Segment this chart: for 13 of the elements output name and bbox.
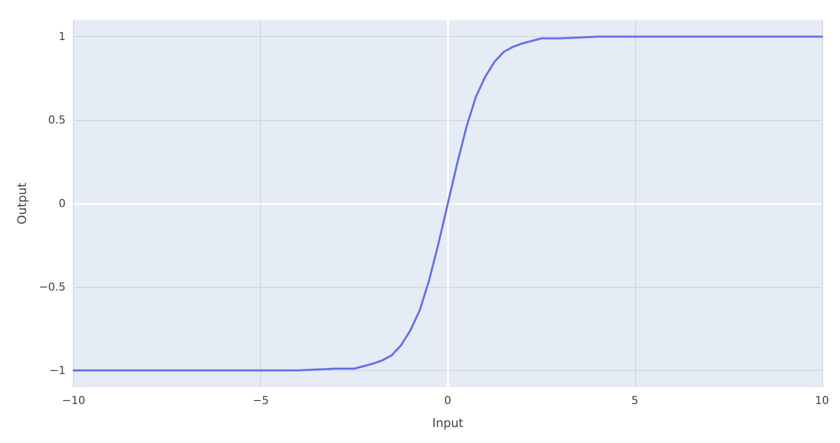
y-axis-title: Output: [15, 182, 29, 224]
x-tick-label: 0: [444, 394, 452, 407]
y-tick-label: 0.5: [48, 114, 66, 127]
x-tick-label: −5: [252, 394, 269, 407]
y-tick-label: −0.5: [38, 280, 66, 294]
y-tick-label: 1: [58, 30, 66, 44]
x-axis-title: Input: [432, 416, 464, 430]
x-tick-label: 10: [815, 394, 829, 407]
x-tick-label: 5: [631, 394, 638, 407]
x-tick-label: −10: [62, 394, 86, 407]
line-series: [72, 36, 823, 372]
y-tick-label: −1: [49, 364, 66, 377]
y-tick-label: 0: [58, 197, 66, 210]
